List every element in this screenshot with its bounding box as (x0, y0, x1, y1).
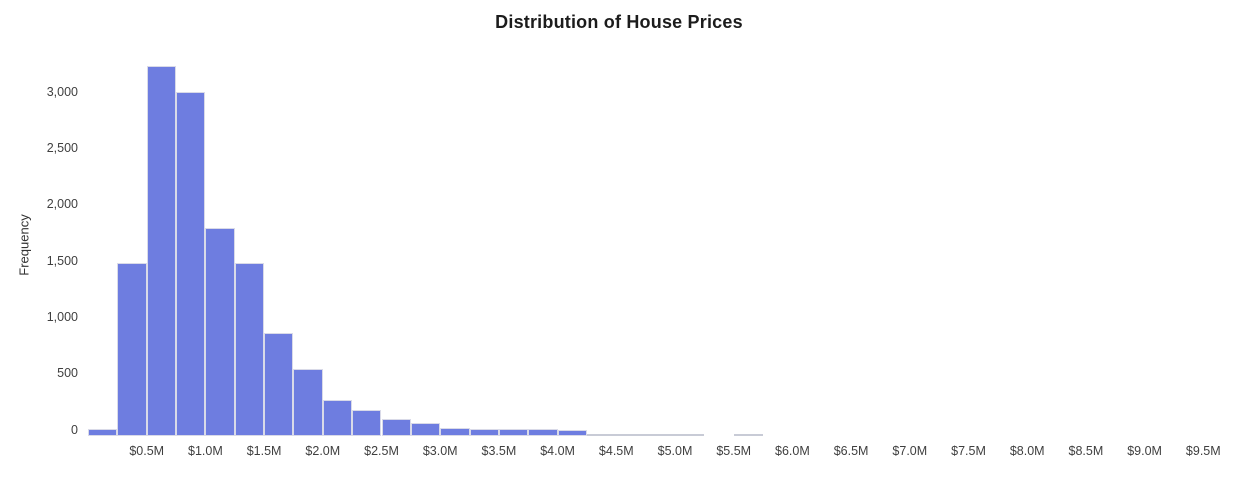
histogram-bar (264, 333, 294, 436)
histogram-bar (146, 66, 177, 436)
histogram-bar (469, 428, 499, 436)
histogram-bar (440, 427, 470, 436)
x-tick-label: $8.5M (1068, 444, 1104, 458)
x-tick-label: $7.0M (892, 444, 928, 458)
histogram-bar (117, 263, 147, 436)
y-tick-label: 3,000 (46, 84, 78, 99)
histogram-bar (322, 399, 353, 436)
x-tick-label: $0.5M (129, 444, 165, 458)
x-tick-label: $7.5M (951, 444, 986, 458)
histogram-bar (557, 429, 587, 436)
y-tick-label: 2,000 (46, 197, 78, 212)
x-tick-label: $3.0M (422, 444, 458, 458)
histogram-bar (675, 434, 705, 436)
x-tick-label: $1.5M (246, 444, 282, 458)
y-tick-label: 500 (57, 366, 78, 381)
histogram-bar (234, 263, 265, 436)
histogram-bar (205, 228, 235, 436)
x-tick-label: $2.0M (305, 444, 341, 458)
histogram-bar (176, 92, 206, 436)
y-tick-label: 1,000 (46, 309, 78, 324)
histogram-bar (528, 429, 558, 436)
histogram-bar (88, 428, 118, 436)
histogram-bar (381, 419, 411, 436)
histogram-bar (352, 410, 382, 436)
histogram-bar (410, 423, 441, 436)
x-tick-label: $5.5M (716, 444, 752, 458)
x-tick-label: $9.0M (1127, 444, 1162, 458)
x-tick-label: $8.0M (1009, 444, 1045, 458)
y-tick-label: 2,500 (46, 140, 78, 155)
x-tick-label: $6.5M (833, 444, 869, 458)
x-tick-label: $9.5M (1185, 444, 1221, 458)
x-tick-label: $5.0M (657, 444, 693, 458)
y-tick-label: 1,500 (46, 253, 78, 268)
chart-title: Distribution of House Prices (495, 12, 743, 32)
histogram-bar (616, 434, 646, 436)
x-tick-label: $4.0M (540, 444, 575, 458)
y-tick-label: 0 (71, 422, 78, 437)
histogram-bar (293, 369, 323, 436)
histogram-bar (498, 429, 529, 436)
x-tick-label: $6.0M (775, 444, 810, 458)
histogram-bar (645, 434, 675, 436)
histogram-bar (733, 434, 764, 436)
x-tick-label: $3.5M (481, 444, 517, 458)
x-tick-label: $1.0M (188, 444, 223, 458)
histogram-bar (586, 434, 617, 436)
x-tick-label: $2.5M (364, 444, 399, 458)
x-tick-label: $4.5M (598, 444, 634, 458)
